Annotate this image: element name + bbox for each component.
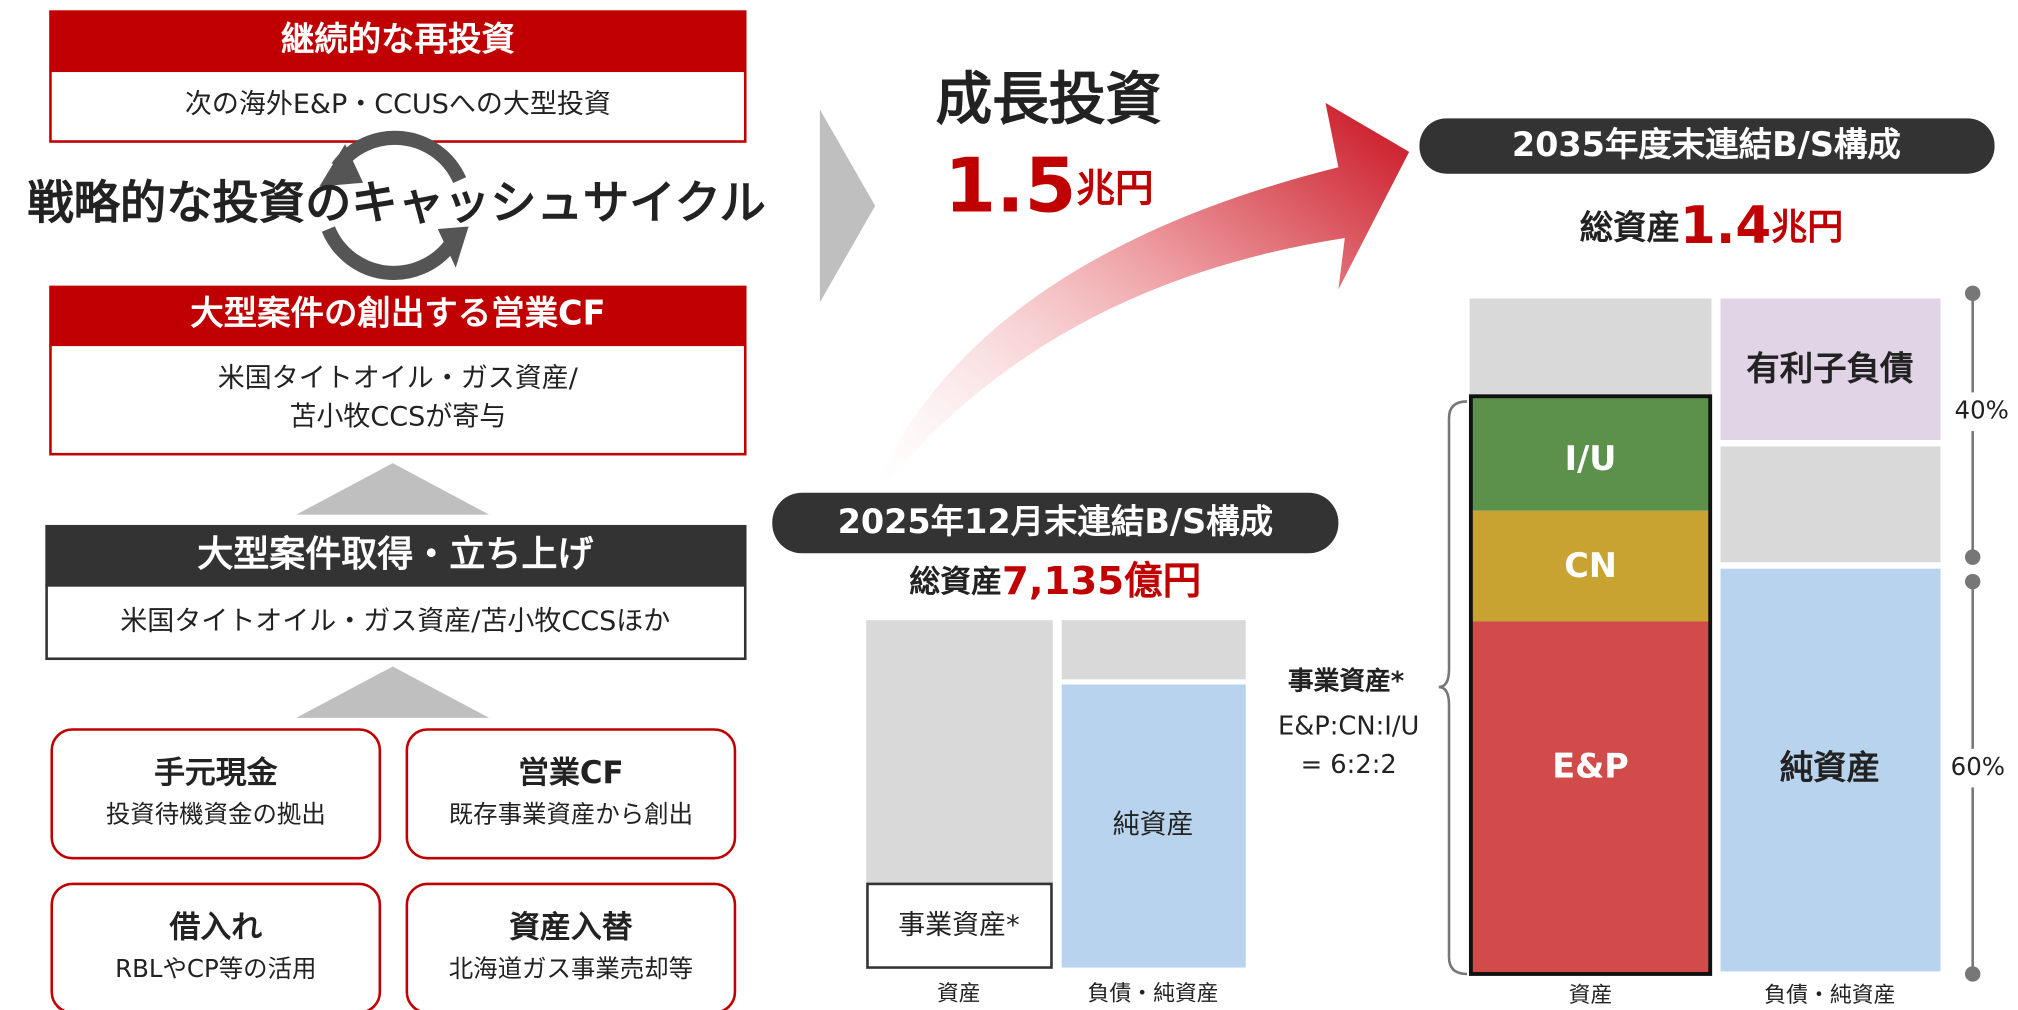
chevron: [819, 109, 876, 303]
label: E&P: [1552, 747, 1629, 786]
source-text: 既存事業資産から創出: [449, 800, 693, 829]
source-title: 借入れ: [168, 909, 262, 945]
arrowhead: [437, 226, 469, 268]
unit: 兆円: [1076, 166, 1153, 211]
growth-title: 成長投資: [936, 67, 1162, 133]
title: 2025年12月末連結B/S構成: [838, 502, 1273, 541]
cycle-title: 戦略的な投資のキャッシュサイクル: [27, 175, 765, 229]
arrowhead: [319, 144, 364, 187]
share-axis: [1964, 285, 1981, 982]
liabilities: [1061, 620, 1246, 680]
x-label: 資産: [937, 982, 981, 1007]
source-text: 投資待機資金の拠出: [106, 800, 326, 829]
value: 7,135億円: [1002, 558, 1201, 603]
source-title: 営業CF: [518, 755, 623, 791]
label: CN: [1564, 546, 1617, 585]
brace: [1438, 400, 1468, 976]
header: [49, 285, 747, 345]
source-box: [50, 728, 382, 860]
growth-arrow: [875, 102, 1410, 487]
share: 60%: [1951, 752, 2005, 781]
header: [49, 10, 747, 71]
business-assets: [1468, 394, 1713, 976]
value: 1.4: [1680, 196, 1771, 256]
source-text: RBLやCP等の活用: [115, 954, 316, 983]
note-title: 事業資産*: [1288, 665, 1404, 696]
net-assets: [1720, 568, 1941, 972]
text: 次の海外E&P・CCUSへの大型投資: [185, 89, 611, 120]
label: I/U: [1565, 439, 1617, 478]
segment: [1470, 396, 1711, 511]
header: [45, 524, 747, 586]
text: 苫小牧CCSが寄与: [289, 402, 506, 433]
note: E&P:CN:I/U: [1278, 711, 1419, 741]
segment: [1470, 510, 1711, 622]
text: 米国タイトオイル・ガス資産/: [218, 363, 579, 394]
pill: [1419, 118, 1995, 174]
net-assets: [1061, 684, 1246, 968]
box: [49, 69, 747, 143]
box: [45, 584, 747, 661]
pill: [772, 492, 1339, 554]
label: 純資産: [1780, 748, 1880, 787]
label: 総資産: [909, 563, 1002, 599]
x-label: 資産: [1569, 983, 1613, 1008]
bg: [1943, 748, 2014, 788]
title: 2035年度末連結B/S構成: [1512, 125, 1901, 164]
business-assets: [866, 882, 1053, 969]
cycle-arrows: [321, 130, 467, 280]
segment: [1470, 621, 1711, 974]
note: = 6:2:2: [1301, 750, 1397, 780]
title: 大型案件の創出する営業CF: [190, 294, 605, 333]
debt: [1720, 298, 1941, 441]
source-box: [50, 882, 382, 1010]
text: 米国タイトオイル・ガス資産/苫小牧CCSほか: [120, 606, 670, 637]
triangle: [296, 463, 490, 515]
triangle: [296, 666, 490, 718]
title: 継続的な再投資: [281, 20, 515, 59]
label: 事業資産*: [898, 910, 1020, 941]
assets-other: [1469, 298, 1712, 397]
source-text: 北海道ガス事業売却等: [449, 954, 693, 983]
source-title: 手元現金: [154, 755, 278, 791]
x-label: 負債・純資産: [1764, 983, 1895, 1008]
growth-amount: 1.5兆円: [944, 142, 1153, 229]
bg: [1946, 392, 2014, 432]
title: 大型案件取得・立ち上げ: [197, 534, 593, 575]
source-title: 資産入替: [509, 909, 633, 945]
liabilities-other: [1720, 446, 1941, 563]
total: 総資産1.4兆円: [1580, 196, 1844, 256]
share: 40%: [1955, 396, 2009, 425]
total: 総資産7,135億円: [909, 558, 1201, 603]
unit: 兆円: [1771, 207, 1843, 248]
amount: 1.5: [944, 142, 1076, 229]
source-box: [405, 882, 737, 1010]
label: 有利子負債: [1746, 349, 1913, 388]
label: 総資産: [1580, 208, 1680, 247]
source-box: [405, 728, 737, 860]
x-label: 負債・純資産: [1088, 982, 1219, 1007]
box: [49, 343, 747, 456]
label: 純資産: [1113, 810, 1194, 841]
